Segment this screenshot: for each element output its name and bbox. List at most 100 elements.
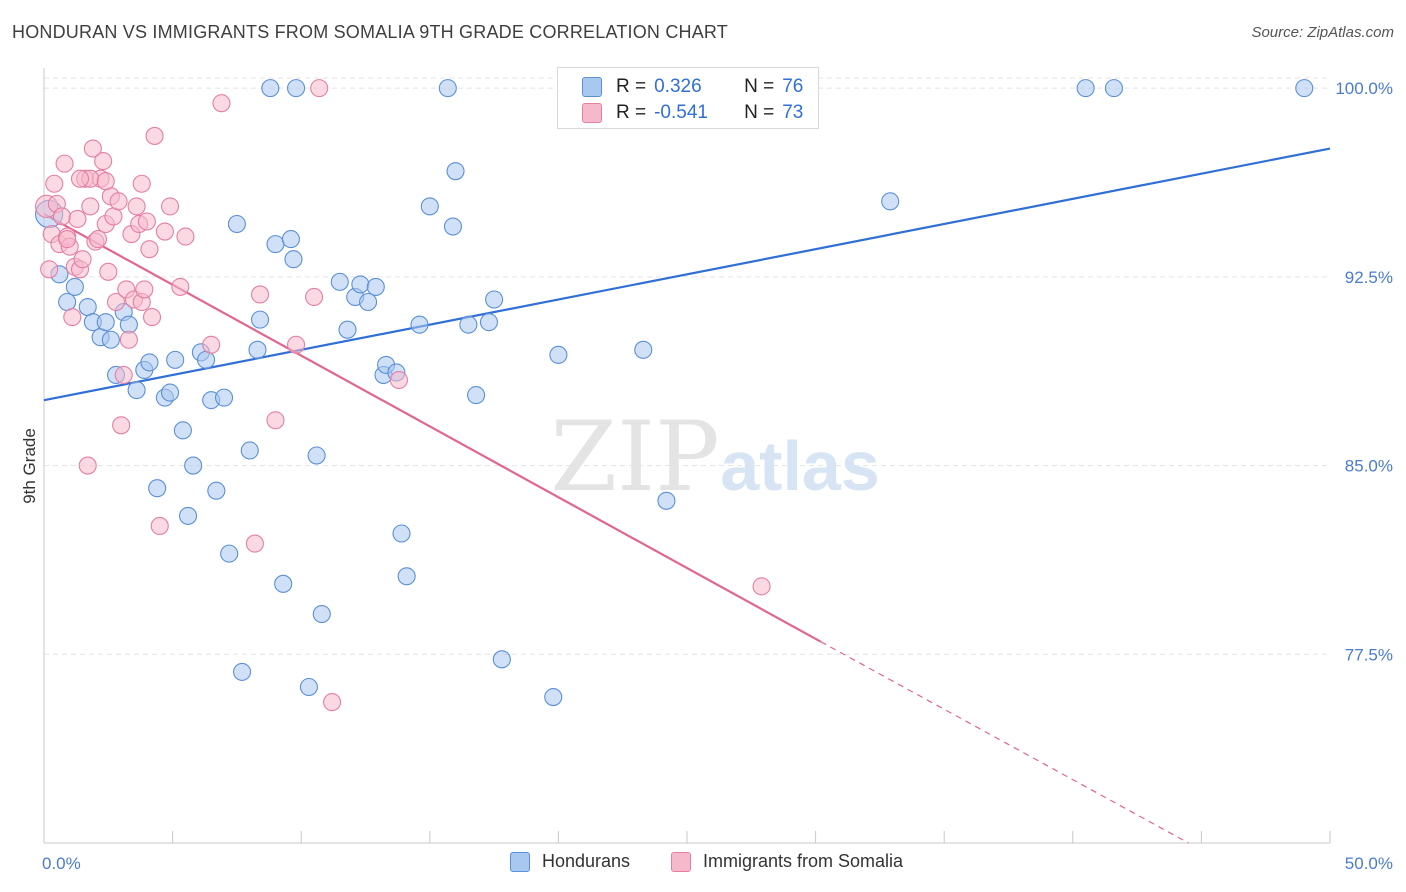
honduran-point (392, 524, 411, 543)
honduran-point (359, 292, 378, 312)
honduran-point (227, 214, 246, 234)
honduran-point (101, 330, 120, 349)
somalia-point (83, 139, 102, 158)
somalia-point (94, 152, 113, 171)
honduran-point (420, 197, 439, 216)
legend-label: Hondurans (542, 851, 631, 871)
somalia-point (70, 169, 90, 188)
honduran-point (196, 350, 216, 369)
honduran-point (634, 340, 653, 359)
somalia-point (287, 335, 306, 354)
honduran-point (1295, 79, 1314, 98)
somalia-point (52, 207, 72, 226)
honduran-point (220, 544, 239, 563)
legend-swatch-pink (582, 103, 602, 123)
somalia-point (96, 172, 115, 191)
honduran-point (127, 381, 146, 400)
somalia-point (58, 230, 77, 249)
honduran-point (160, 383, 180, 402)
watermark-atlas: atlas (720, 427, 880, 505)
somalia-point (323, 693, 342, 712)
somalia-point (310, 79, 329, 98)
honduran-point (366, 277, 385, 296)
honduran-point (207, 481, 226, 500)
somalia-point (171, 277, 190, 296)
honduran-point (266, 235, 285, 254)
honduran-point (492, 650, 511, 669)
honduran-point (338, 320, 357, 339)
honduran-point (184, 456, 203, 475)
legend-swatch-blue (582, 77, 602, 97)
honduran-point (232, 662, 252, 681)
honduran-point (58, 292, 77, 312)
honduran-point (240, 441, 259, 460)
legend-r-label: R = (616, 76, 647, 97)
somalia-point (140, 240, 159, 259)
somalia-point (137, 212, 156, 231)
honduran-point (166, 350, 185, 369)
somalia-point (81, 197, 100, 216)
honduran-point (351, 275, 370, 294)
correlation-legend: R = 0.326 N = 76 R = -0.541 N = 73 (557, 67, 819, 129)
honduran-point (214, 388, 234, 407)
y-tick-label: 92.5% (1345, 268, 1393, 287)
honduran-point (1104, 79, 1124, 98)
honduran-point (250, 310, 270, 329)
honduran-point (459, 315, 478, 334)
y-tick-label: 85.0% (1345, 457, 1393, 476)
somalia-point (155, 222, 174, 241)
legend-swatch-blue (510, 851, 530, 872)
somalia-point (245, 534, 264, 553)
honduran-point (397, 567, 416, 586)
somalia-point (78, 456, 97, 475)
honduran-trend-line (43, 147, 1331, 402)
legend-r-value: -0.541 (654, 102, 708, 123)
legend-n-value: 76 (782, 76, 804, 97)
legend-n-label: N = (744, 76, 775, 97)
legend-row-somalia: R = -0.541 N = 73 (558, 100, 803, 126)
honduran-point (261, 79, 280, 98)
honduran-point (96, 313, 115, 332)
somalia-point (40, 260, 59, 279)
honduran-point (284, 250, 303, 269)
somalia-point (142, 308, 162, 327)
legend-n-label: N = (744, 102, 775, 123)
somalia-point (135, 280, 154, 299)
somalia-point (63, 308, 82, 327)
somalia-point (127, 197, 146, 216)
y-tick-label: 77.5% (1345, 645, 1393, 664)
somalia-trend-extension (820, 641, 1189, 844)
y-tick-label: 100.0% (1335, 79, 1393, 98)
honduran-point (549, 345, 568, 364)
chart-title: HONDURAN VS IMMIGRANTS FROM SOMALIA 9TH … (12, 22, 729, 42)
honduran-point (443, 217, 462, 236)
source-label: Source: ZipAtlas.com (1251, 24, 1394, 41)
honduran-point (119, 315, 138, 334)
data-points (34, 79, 1314, 712)
honduran-point (657, 491, 676, 510)
somalia-point (389, 370, 408, 390)
somalia-point (266, 411, 285, 430)
somalia-point (106, 292, 126, 312)
legend-n-value: 73 (782, 102, 804, 123)
somalia-point (150, 516, 169, 536)
somalia-point (73, 250, 92, 269)
honduran-point (287, 79, 306, 98)
honduran-point (485, 290, 504, 309)
legend-item-somalia[interactable]: Immigrants from Somalia (671, 851, 903, 872)
honduran-point (467, 386, 486, 405)
honduran-point (479, 313, 499, 332)
somalia-point (752, 577, 771, 596)
somalia-point (305, 287, 324, 307)
somalia-point (99, 262, 118, 281)
honduran-point (78, 297, 97, 317)
y-axis-label: 9th Grade (20, 428, 39, 504)
legend-row-hondurans: R = 0.326 N = 76 (558, 74, 803, 100)
legend-item-hondurans[interactable]: Hondurans (510, 851, 630, 872)
honduran-point (248, 340, 267, 359)
tick-labels: 100.0% 92.5% 85.0% 77.5% 0.0% 50.0% (42, 79, 1393, 873)
honduran-point (281, 230, 300, 249)
honduran-point (299, 677, 318, 697)
legend-swatch-pink (671, 851, 691, 872)
honduran-point (65, 277, 84, 296)
